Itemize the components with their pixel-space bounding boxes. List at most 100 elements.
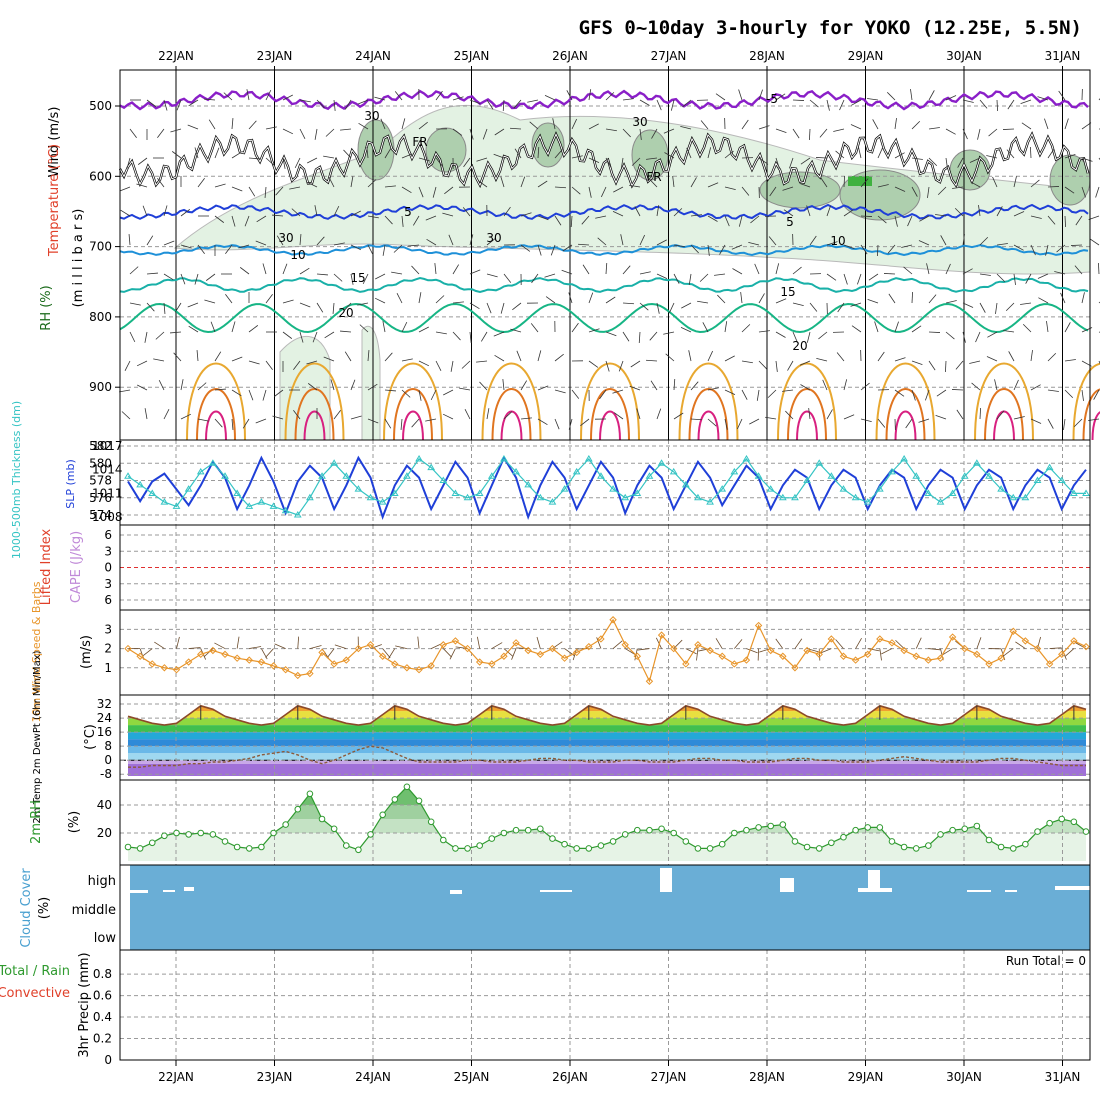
- wind-speed-point: [136, 652, 144, 660]
- wind-barb: [272, 214, 284, 217]
- wind-barb: [469, 128, 474, 140]
- rh-point: [161, 832, 168, 840]
- wind-barb: [316, 236, 325, 246]
- wind-barb: [833, 128, 845, 132]
- wind-barb: [480, 331, 488, 342]
- wind-barb: [1037, 273, 1049, 279]
- wind-barb: [435, 360, 442, 371]
- wind-barb: [649, 331, 658, 341]
- thickness-point: [924, 489, 933, 496]
- wind-barb: [248, 325, 259, 333]
- y-tick-label: 0.4: [93, 1010, 112, 1024]
- wind-speed-point: [512, 639, 520, 647]
- wind-barb: [544, 273, 556, 278]
- wind-speed-point: [500, 652, 508, 660]
- isotherm-arch: [688, 388, 729, 441]
- wind-barb: [826, 99, 830, 111]
- temp2m-ylabel: 2m Temp 2m DewPt (6hr Min/Max): [32, 650, 43, 823]
- wind-barb: [714, 273, 726, 276]
- rh-point: [1070, 818, 1078, 826]
- wind-barb: [225, 293, 233, 304]
- wind-speed-point: [669, 644, 678, 653]
- wind-barb: [344, 351, 352, 362]
- wind-speed-point: [1070, 637, 1078, 645]
- wind-barb: [486, 237, 496, 246]
- wind-barb: [500, 176, 505, 188]
- wind-barb: [411, 418, 420, 428]
- wind-speed-point: [294, 671, 302, 680]
- wind-barb: [1047, 352, 1057, 362]
- wind-barb: [561, 269, 573, 275]
- wind-barb: [520, 244, 531, 252]
- wind-barb: [509, 127, 522, 130]
- thickness-point: [900, 454, 908, 462]
- wind-speed-point: [657, 631, 666, 639]
- wind-barb: [758, 157, 769, 165]
- wind-barb: [194, 273, 199, 285]
- wind-barb: [979, 302, 986, 313]
- thickness-point: [863, 498, 872, 505]
- wind-barb: [843, 244, 855, 249]
- wind-barb: [340, 128, 352, 131]
- rh-point: [731, 829, 738, 837]
- wind-barb: [494, 354, 505, 362]
- wind-barb: [366, 147, 369, 159]
- wind-barb: [595, 215, 607, 219]
- y-tick-label: 3: [104, 577, 112, 591]
- wind-barb: [994, 379, 998, 391]
- rh-point: [803, 843, 811, 851]
- wind-speed-point: [912, 652, 920, 660]
- wind-barb: [1063, 418, 1066, 430]
- rh-point: [148, 839, 156, 847]
- wind-barb: [664, 152, 675, 159]
- wind-speed-point: [209, 646, 217, 655]
- y-tick-label: 1: [104, 661, 112, 675]
- wind-barb: [1093, 389, 1100, 400]
- wind-barb: [388, 648, 396, 659]
- wind-barb: [975, 331, 981, 343]
- rh-point: [197, 829, 205, 837]
- wind-barb: [717, 294, 726, 304]
- thickness-point: [936, 498, 945, 505]
- temp-band: [128, 718, 1086, 726]
- wind-barb: [656, 239, 667, 246]
- y-tick-label: 0: [104, 1053, 112, 1067]
- rh-point: [900, 843, 908, 851]
- wind-speed-point: [621, 641, 629, 649]
- wind-barb: [255, 240, 267, 246]
- wind-barb: [566, 90, 573, 101]
- rh-point: [973, 822, 981, 830]
- wind-speed-point: [160, 664, 169, 672]
- precip-panel-frame: [119, 949, 1091, 1061]
- isotherm-10: [119, 243, 1089, 257]
- wind-barb: [877, 418, 886, 428]
- rh-point: [597, 842, 605, 849]
- thickness-point: [172, 502, 181, 509]
- wind-barb: [955, 360, 964, 370]
- wind-barb: [370, 644, 382, 649]
- wind-barb: [536, 636, 541, 649]
- wind-barb: [715, 638, 723, 649]
- wind-barb: [637, 648, 650, 651]
- rh-point: [452, 845, 459, 852]
- wind-barb: [928, 648, 941, 651]
- thickness-point: [778, 493, 787, 501]
- wind-barb: [1005, 302, 1015, 312]
- wind-barb: [775, 128, 787, 133]
- wind-barb: [571, 322, 579, 333]
- bottom-date-label: 24JAN: [355, 1070, 391, 1084]
- wind-barb: [282, 331, 293, 339]
- y-tick-label: 0.6: [93, 989, 112, 1003]
- wind-speed-point: [888, 639, 896, 647]
- wind-barb: [800, 157, 811, 165]
- thickness-point: [912, 472, 921, 479]
- right-tick-label: 1017: [92, 439, 123, 453]
- wind-speed-point: [391, 660, 399, 668]
- wind-speed-point: [233, 654, 241, 662]
- y-tick-label: 6: [104, 593, 112, 607]
- y-tick-label: 8: [104, 739, 112, 753]
- thickness-point: [948, 489, 957, 496]
- upper-panel-labels: Wind (m/s) Temperature (°C) RH (%) (m i …: [39, 107, 86, 331]
- wind-barb: [928, 90, 935, 101]
- wind-barb: [1064, 215, 1066, 228]
